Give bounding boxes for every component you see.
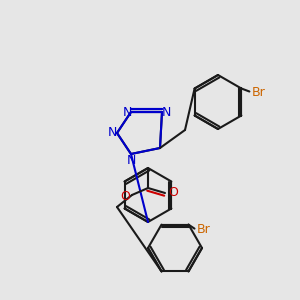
Text: N: N bbox=[107, 127, 117, 140]
Text: N: N bbox=[161, 106, 171, 118]
Text: N: N bbox=[122, 106, 132, 118]
Text: O: O bbox=[120, 190, 130, 202]
Text: O: O bbox=[168, 187, 178, 200]
Text: N: N bbox=[126, 154, 136, 166]
Text: Br: Br bbox=[251, 86, 265, 99]
Text: Br: Br bbox=[196, 223, 210, 236]
